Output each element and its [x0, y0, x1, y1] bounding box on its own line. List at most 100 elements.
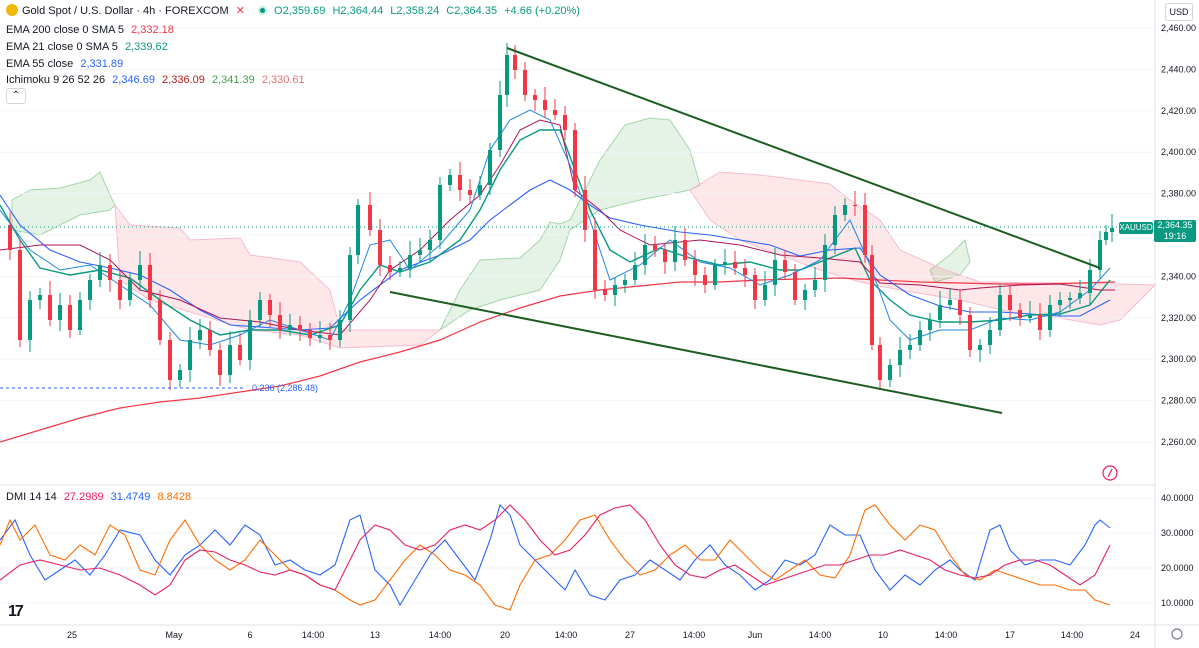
- candle-body: [843, 205, 847, 215]
- candle-body: [188, 340, 192, 370]
- candle-body: [583, 190, 587, 230]
- alert-icon[interactable]: [1102, 465, 1118, 481]
- price-tick-label: 2,440.00: [1161, 64, 1196, 74]
- candle-body: [763, 285, 767, 300]
- time-tick-label: 6: [247, 630, 252, 640]
- candle-body: [1018, 310, 1022, 318]
- candle-body: [918, 330, 922, 345]
- ema55-label: EMA 55 close: [6, 58, 74, 70]
- tradingview-logo[interactable]: 17: [8, 603, 24, 620]
- ema21-label: EMA 21 close 0 SMA 5: [6, 41, 118, 53]
- candle-body: [368, 205, 372, 230]
- candle-body: [743, 268, 747, 275]
- dmi-minus-line: [0, 504, 1111, 611]
- time-tick-label: May: [165, 630, 183, 640]
- gold-symbol-icon: [6, 4, 18, 16]
- candle-body: [498, 95, 502, 150]
- candle-body: [248, 320, 252, 360]
- candle-body: [683, 240, 687, 260]
- dmi-label: DMI 14 14: [6, 491, 57, 503]
- candlestick-series: [8, 43, 1114, 390]
- ema21-legend[interactable]: EMA 21 close 0 SMA 5 2,339.62: [6, 40, 172, 54]
- time-tick-label: 24: [1130, 630, 1140, 640]
- time-tick-label: 14:00: [809, 630, 832, 640]
- settings-icon[interactable]: [1171, 628, 1183, 640]
- candle-body: [653, 245, 657, 250]
- dmi-axis[interactable]: 40.0000 30.0000 20.0000 10.0000: [1161, 493, 1194, 608]
- currency-button[interactable]: USD: [1165, 3, 1193, 21]
- candle-body: [238, 345, 242, 360]
- ema200-label: EMA 200 close 0 SMA 5: [6, 24, 125, 36]
- price-tick-label: 2,280.00: [1161, 396, 1196, 406]
- ichimoku-value-4: 2,330.61: [261, 74, 305, 86]
- candle-body: [928, 320, 932, 330]
- candle-body: [553, 110, 557, 115]
- candle-body: [998, 295, 1002, 330]
- ichimoku-value-3: 2,341.39: [211, 74, 255, 86]
- adx-line: [0, 504, 1111, 596]
- candle-body: [733, 262, 737, 268]
- candle-body: [938, 305, 942, 320]
- candle-body: [1068, 298, 1072, 300]
- candle-body: [948, 300, 952, 305]
- candle-body: [388, 265, 392, 272]
- candle-body: [58, 305, 62, 320]
- upper-trendline[interactable]: [506, 47, 1101, 269]
- price-change: +4.66 (+0.20%): [504, 5, 580, 17]
- symbol-price-tag: XAUUSD: [1119, 222, 1153, 234]
- candle-body: [988, 330, 992, 345]
- candle-body: [633, 265, 637, 280]
- candle-body: [488, 150, 492, 185]
- candle-body: [428, 240, 432, 250]
- dmi-legend[interactable]: DMI 14 14 27.2989 31.4749 8.8428: [6, 490, 195, 504]
- candle-body: [643, 245, 647, 265]
- alert-icon-bolt: [1107, 468, 1113, 478]
- candle-body: [713, 265, 717, 285]
- time-tick-label: 14:00: [1061, 630, 1084, 640]
- time-axis[interactable]: 25 May 6 14:00 13 14:00 20 14:00 27 14:00 Jun 14:00…: [67, 630, 1140, 640]
- candle-body: [378, 230, 382, 265]
- candle-body: [318, 335, 322, 338]
- symbol-legend: Gold Spot / U.S. Dollar · 4h · FOREXCOM …: [6, 4, 584, 18]
- candle-body: [613, 285, 617, 295]
- candle-body: [48, 295, 52, 320]
- last-price-badge: 2,364.35 19:16: [1154, 220, 1196, 242]
- candle-body: [458, 175, 462, 190]
- lower-trendline[interactable]: [389, 291, 1003, 414]
- candle-body: [298, 325, 302, 330]
- close-x-icon[interactable]: ✕: [235, 5, 245, 17]
- candle-body: [1058, 300, 1062, 305]
- candle-body: [208, 330, 212, 350]
- ichimoku-label: Ichimoku 9 26 52 26: [6, 74, 106, 86]
- candle-body: [833, 215, 837, 245]
- candle-body: [418, 250, 422, 255]
- candle-body: [1104, 232, 1108, 240]
- ichimoku-value-2: 2,336.09: [162, 74, 205, 86]
- time-tick-label: 14:00: [683, 630, 706, 640]
- market-status-icon: [257, 6, 267, 15]
- candle-body: [228, 345, 232, 375]
- symbol-title[interactable]: Gold Spot / U.S. Dollar · 4h · FOREXCOM: [22, 5, 229, 17]
- candle-body: [478, 185, 482, 195]
- candle-body: [98, 265, 102, 280]
- price-tick-label: 2,260.00: [1161, 437, 1196, 447]
- candle-body: [693, 260, 697, 275]
- time-tick-label: 14:00: [935, 630, 958, 640]
- candle-body: [1038, 315, 1042, 330]
- ema55-legend[interactable]: EMA 55 close 2,331.89: [6, 57, 127, 71]
- ema200-legend[interactable]: EMA 200 close 0 SMA 5 2,332.18: [6, 23, 178, 37]
- price-tick-label: 2,340.00: [1161, 271, 1196, 281]
- price-tick-label: 2,460.00: [1161, 23, 1196, 33]
- candle-body: [593, 230, 597, 290]
- fib-level-label: 0.236 (2,286.48): [252, 383, 318, 393]
- candle-body: [1048, 305, 1052, 330]
- candle-body: [18, 250, 22, 340]
- ichimoku-legend[interactable]: Ichimoku 9 26 52 26 2,346.69 2,336.09 2,…: [6, 73, 309, 87]
- candle-body: [398, 268, 402, 272]
- candle-body: [448, 175, 452, 185]
- candle-body: [878, 345, 882, 380]
- candle-body: [78, 300, 82, 330]
- collapse-legend-button[interactable]: ⌃: [6, 88, 26, 104]
- candle-body: [128, 280, 132, 300]
